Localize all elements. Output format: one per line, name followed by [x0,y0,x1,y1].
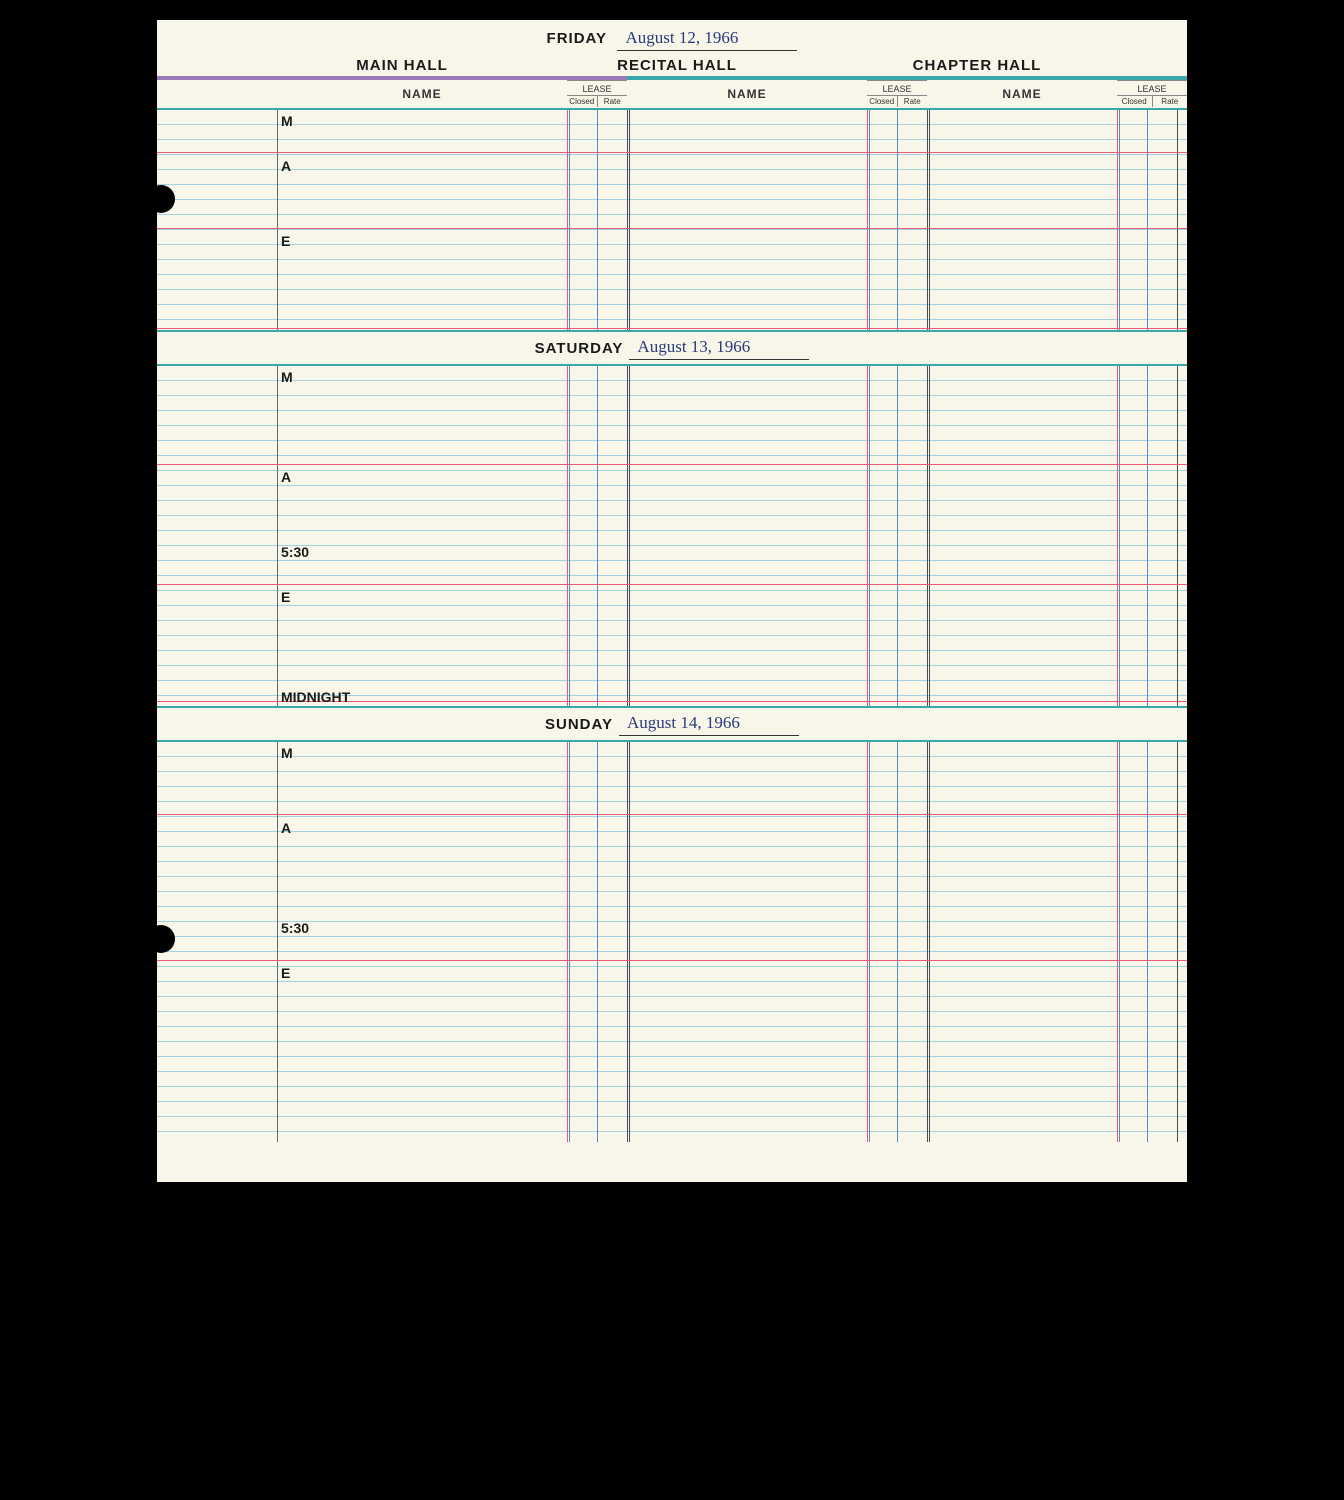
time-slot-label: E [281,233,290,249]
time-slot-label: E [281,965,290,981]
hole-punch-icon [147,185,175,213]
col-lease-recital: LEASE ClosedRate [867,80,927,108]
ledger-page: CHA-BL-V.11-101 FRIDAY August 12, 1966 M… [157,20,1187,1182]
time-slot-label: M [281,745,293,761]
col-name-chapter: NAME [927,80,1117,108]
hole-punch-icon [147,925,175,953]
col-lease-chapter: LEASE ClosedRate [1117,80,1187,108]
day-label-friday: FRIDAY [547,30,607,47]
time-slot-label: M [281,369,293,385]
time-slot-label: E [281,589,290,605]
time-slot-label: MIDNIGHT [281,689,350,705]
time-slot-label: 5:30 [281,544,309,560]
hall-title-main: MAIN HALL [157,57,527,74]
col-name-recital: NAME [627,80,867,108]
hall-title-recital: RECITAL HALL [527,57,827,74]
saturday-grid: M A 5:30 E MIDNIGHT [157,366,1187,706]
time-slot-label: A [281,158,291,174]
col-name-main: NAME [277,80,567,108]
sunday-divider: SUNDAY August 14, 1966 [157,706,1187,742]
date-handwritten-sunday: August 14, 1966 [619,713,799,736]
friday-header: FRIDAY August 12, 1966 [157,20,1187,55]
halls-header: MAIN HALL RECITAL HALL CHAPTER HALL [157,55,1187,76]
saturday-divider: SATURDAY August 13, 1966 [157,330,1187,366]
time-slot-label: A [281,469,291,485]
date-handwritten-friday: August 12, 1966 [617,28,797,51]
time-slot-label: 5:30 [281,920,309,936]
friday-grid: M A E [157,110,1187,330]
sunday-grid: M A 5:30 E [157,742,1187,1142]
day-label-saturday: SATURDAY [535,340,624,357]
col-lease-main: LEASE ClosedRate [567,80,627,108]
day-label-sunday: SUNDAY [545,716,613,733]
date-handwritten-saturday: August 13, 1966 [629,337,809,360]
time-slot-label: A [281,820,291,836]
hall-title-chapter: CHAPTER HALL [827,57,1187,74]
time-slot-label: M [281,113,293,129]
columns-header: NAME LEASE ClosedRate NAME LEASE ClosedR… [157,80,1187,108]
